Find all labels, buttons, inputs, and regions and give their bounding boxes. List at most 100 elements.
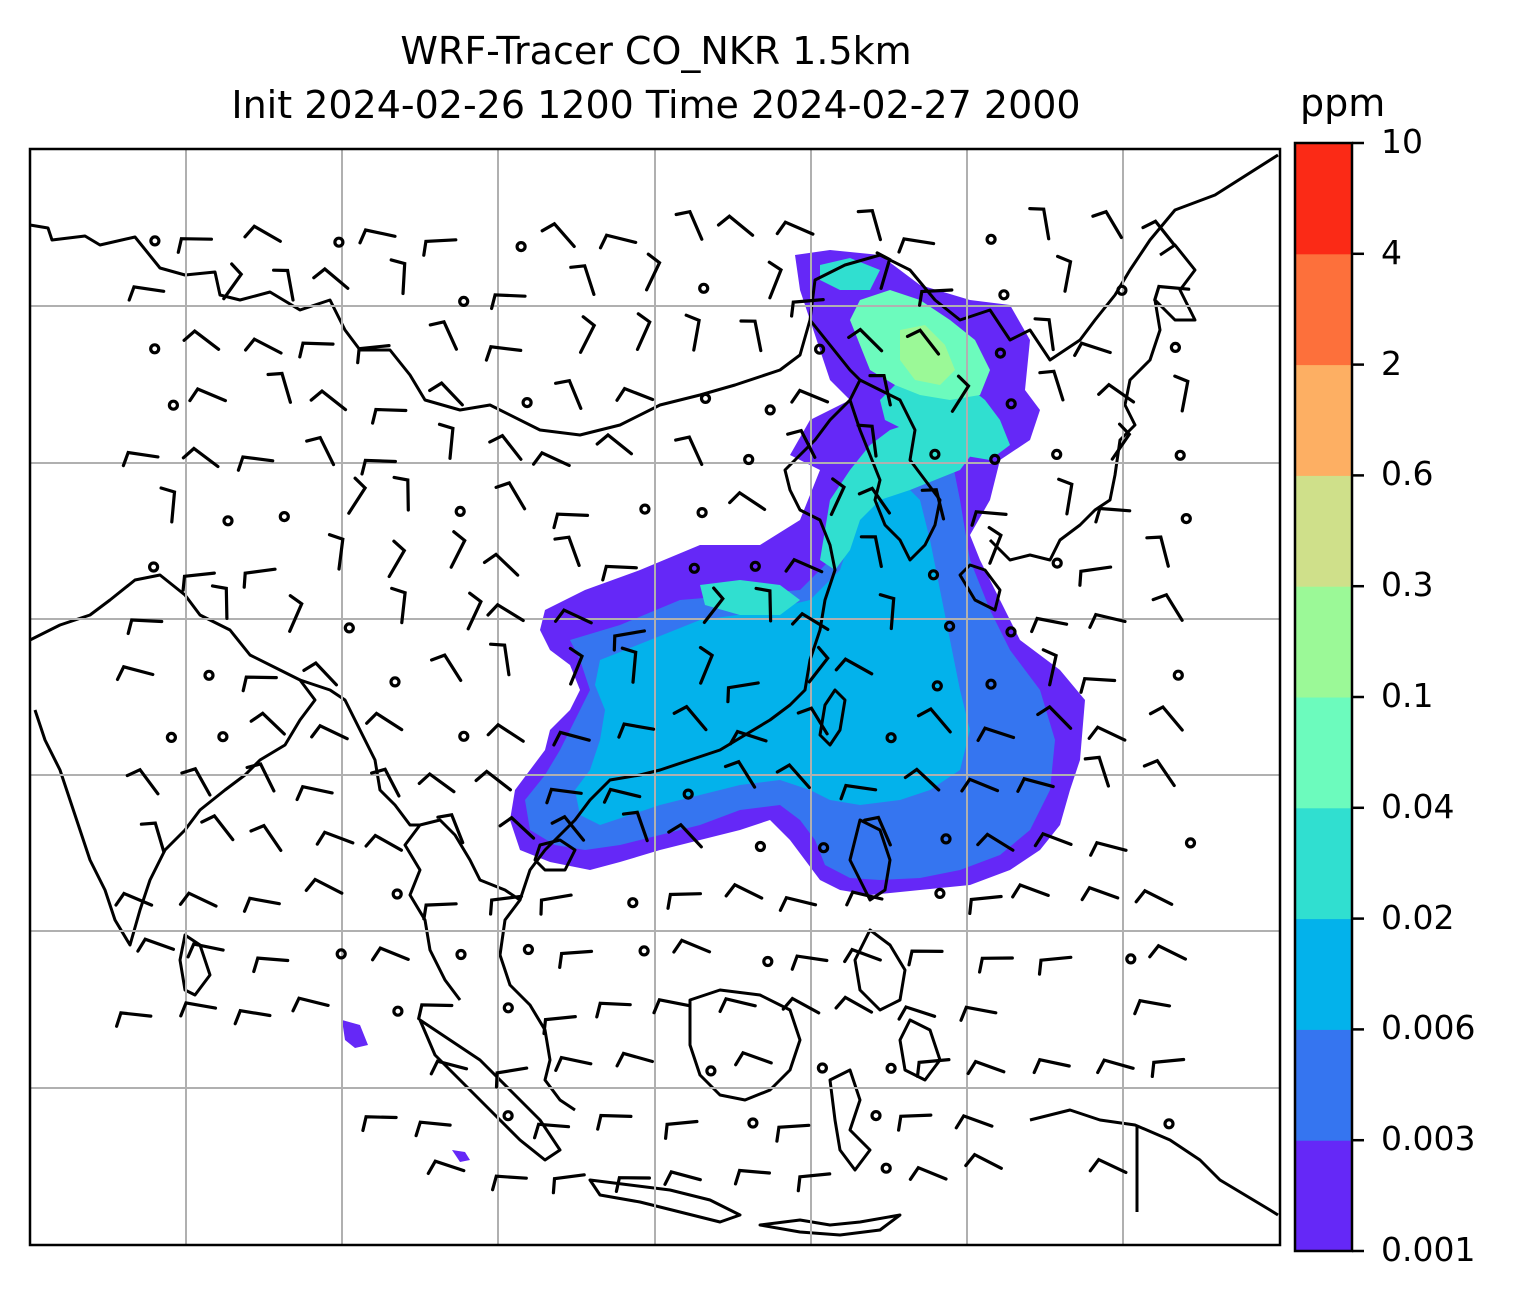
wind-barb (356, 344, 391, 365)
wind-barb (667, 822, 703, 849)
wind-barb (552, 512, 590, 530)
wind-barb (390, 586, 407, 625)
wind-barb (1153, 284, 1191, 302)
colorbar-tick-label: 4 (1381, 232, 1402, 272)
wind-barb (1073, 341, 1112, 357)
wind-barb (856, 209, 882, 242)
wind-barb (115, 664, 155, 681)
wind-barb (615, 1051, 654, 1068)
plume-contour-high (820, 258, 880, 290)
wind-barb (489, 894, 524, 916)
wind-barb (1142, 758, 1176, 788)
wind-barb (1097, 382, 1136, 404)
gridlines (30, 149, 1280, 1245)
wind-barb (114, 891, 154, 907)
wind-barb (767, 260, 783, 300)
wind-barb (1110, 422, 1132, 461)
colorbar-tick-label: 0.001 (1381, 1230, 1476, 1269)
wind-barb (551, 1173, 586, 1195)
wind-barb (596, 1113, 633, 1131)
wind-barb (554, 1055, 593, 1072)
wind-calm-marker (699, 392, 712, 404)
wind-calm-marker (749, 560, 761, 572)
wind-barb (778, 895, 818, 912)
coastline-japan-honshu (988, 299, 1162, 562)
wind-barb (954, 1113, 994, 1130)
wind-barb (552, 730, 591, 747)
wind-barb (1134, 888, 1174, 906)
wind-barb (243, 224, 282, 243)
wind-barb (595, 432, 633, 456)
plume-contour-max (900, 325, 955, 385)
wind-calm-marker (1174, 449, 1186, 461)
wind-barb (310, 723, 349, 741)
wind-barb (598, 233, 638, 250)
plume-contour-main (575, 480, 970, 825)
wind-barb (663, 1170, 702, 1186)
wind-barb (672, 704, 708, 732)
wind-barb (666, 892, 702, 910)
wind-barb (856, 423, 878, 458)
colorbar-segment (1295, 475, 1352, 587)
wind-calm-marker (743, 453, 755, 466)
wind-barb (834, 995, 874, 1014)
wind-barb (242, 896, 281, 913)
wind-barb (422, 902, 458, 921)
wind-calm-marker (454, 505, 466, 517)
wind-barb (1091, 209, 1123, 240)
wind-barb (241, 675, 278, 693)
coastline-new-guinea (1029, 1108, 1279, 1217)
colorbar-tick-label: 10 (1381, 122, 1423, 161)
wind-barb (1078, 565, 1113, 587)
wind-barb (620, 646, 638, 684)
plume-contour-low (342, 1020, 368, 1048)
wind-barb (1088, 1157, 1128, 1174)
wind-barb (964, 1152, 1003, 1170)
coastline-bay-of-bengal (299, 678, 420, 827)
wind-barb (437, 422, 455, 460)
colorbar-segment (1295, 697, 1352, 809)
wind-barb (734, 1050, 773, 1067)
wind-barb (1087, 725, 1127, 742)
wind-calm-marker (998, 289, 1010, 301)
wind-barb (1141, 219, 1176, 247)
wind-barb (664, 1119, 699, 1140)
wind-barb (1016, 776, 1055, 793)
wind-calm-marker (278, 510, 290, 523)
coastline-india (29, 573, 317, 947)
wind-barb (550, 814, 586, 842)
wind-barb (272, 268, 295, 302)
wind-barb (960, 777, 1000, 793)
wind-barb (540, 221, 576, 248)
wind-barb (724, 882, 764, 900)
wind-barb (775, 220, 815, 236)
wind-barb (414, 1120, 452, 1138)
wind-barb (249, 711, 286, 736)
wind-barb (1094, 506, 1132, 524)
wind-barb (291, 996, 330, 1013)
wind-barb (847, 327, 884, 353)
wind-barb (1032, 1057, 1071, 1075)
wind-calm-marker (1180, 512, 1192, 525)
coastline-sumatra (418, 1018, 562, 1162)
wind-barb (474, 769, 512, 792)
wind-barb (614, 1176, 651, 1193)
wind-barb (1145, 535, 1170, 568)
wind-barb (417, 771, 456, 794)
wind-barb (200, 813, 235, 842)
wind-barb (1041, 648, 1058, 687)
wind-barb (716, 214, 755, 237)
wind-barb (976, 726, 1016, 742)
wind-barb (966, 1059, 1006, 1076)
wind-barb (1028, 207, 1051, 241)
colorbar-segment (1295, 918, 1352, 1030)
wind-calm-marker (817, 842, 830, 854)
wind-calm-marker (502, 1002, 514, 1014)
wind-barb (602, 787, 642, 804)
wind-calm-marker (1169, 341, 1182, 353)
wind-barb (863, 815, 892, 847)
wind-barb (635, 312, 652, 351)
wind-barbs (114, 207, 1197, 1195)
plume-contour-high (820, 415, 975, 570)
wind-barb (554, 608, 593, 625)
